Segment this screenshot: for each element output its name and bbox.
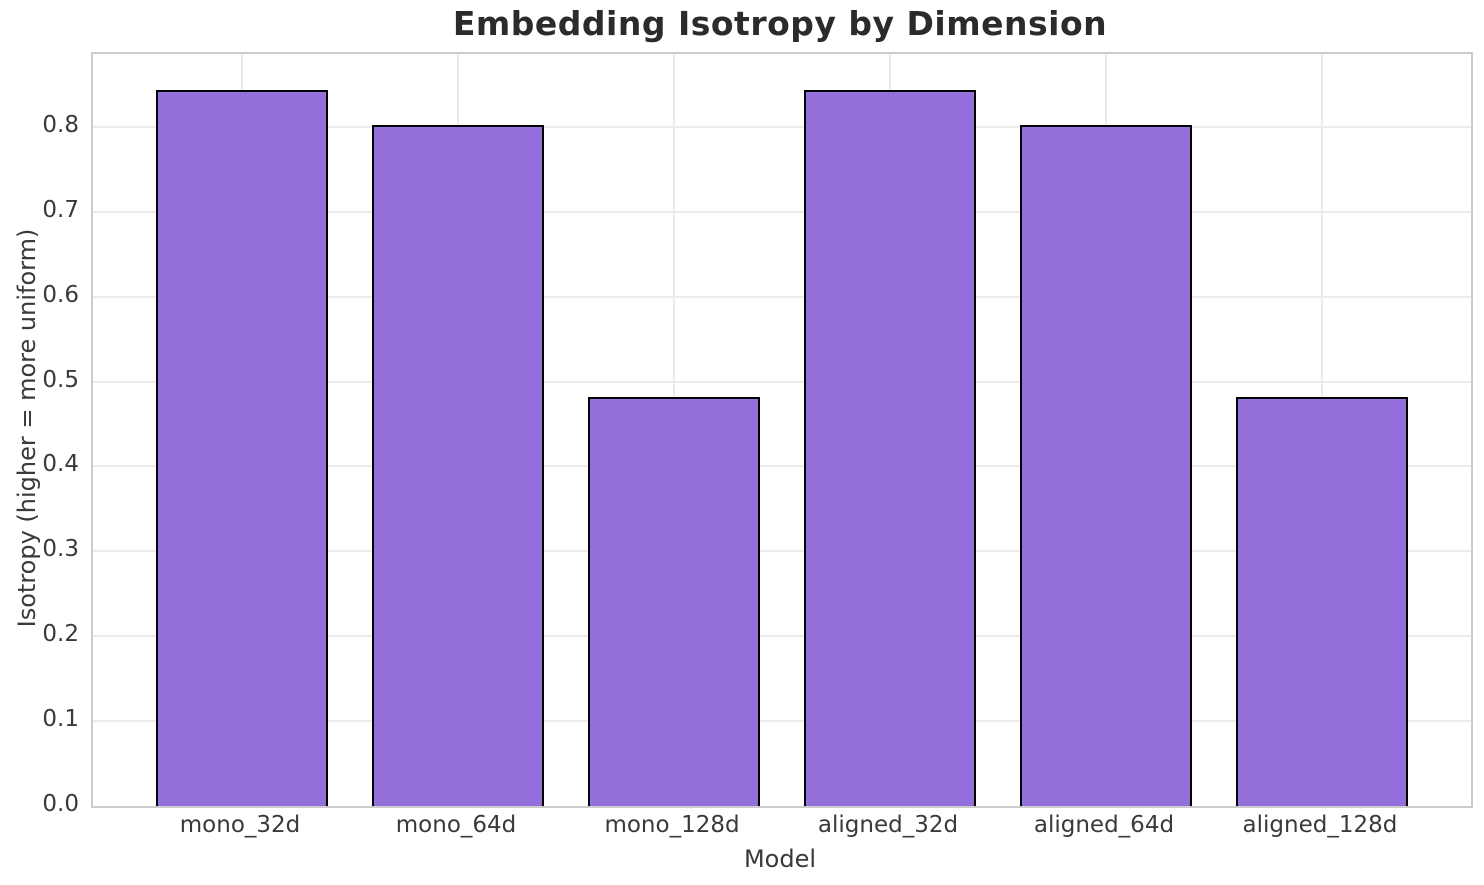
x-tick-label: mono_128d: [604, 812, 740, 838]
y-tick-label: 0.1: [42, 706, 79, 733]
bar-mono_32d: [155, 89, 329, 806]
bar-mono_128d: [587, 396, 761, 806]
x-tick-label: aligned_128d: [1242, 812, 1398, 838]
x-tick-label: mono_32d: [179, 812, 301, 838]
x-axis-label: Model: [743, 845, 817, 873]
horizontal-gridline: [93, 210, 1471, 213]
y-tick-label: 0.2: [42, 621, 79, 648]
y-tick-label: 0.8: [42, 111, 79, 138]
y-tick-label: 0.4: [42, 451, 79, 478]
y-tick-label: 0.3: [42, 536, 79, 563]
x-tick-label: mono_64d: [395, 812, 517, 838]
bar-aligned_128d: [1235, 396, 1409, 806]
horizontal-gridline: [93, 720, 1471, 723]
x-tick-label: aligned_32d: [817, 812, 959, 838]
horizontal-gridline: [93, 125, 1471, 128]
bar-mono_64d: [371, 125, 545, 806]
horizontal-gridline: [93, 635, 1471, 638]
y-tick-label: 0.7: [42, 196, 79, 223]
horizontal-gridline: [93, 465, 1471, 468]
plot-area: [91, 52, 1473, 808]
horizontal-gridline: [93, 380, 1471, 383]
chart-title: Embedding Isotropy by Dimension: [452, 4, 1108, 43]
y-tick-label: 0.0: [42, 791, 79, 817]
horizontal-gridline: [93, 550, 1471, 553]
y-tick-label: 0.5: [42, 366, 79, 393]
horizontal-gridline: [93, 295, 1471, 298]
y-tick-label: 0.6: [42, 281, 79, 308]
bar-aligned_64d: [1019, 125, 1193, 806]
x-tick-label: aligned_64d: [1033, 812, 1175, 838]
y-axis-tick-labels: 0.0 0.1 0.2 0.3 0.4 0.5 0.6 0.7 0.8: [0, 52, 79, 817]
bar-aligned_32d: [803, 89, 977, 806]
x-axis-tick-labels: mono_32d mono_64d mono_128d aligned_32d alig…: [91, 812, 1469, 842]
